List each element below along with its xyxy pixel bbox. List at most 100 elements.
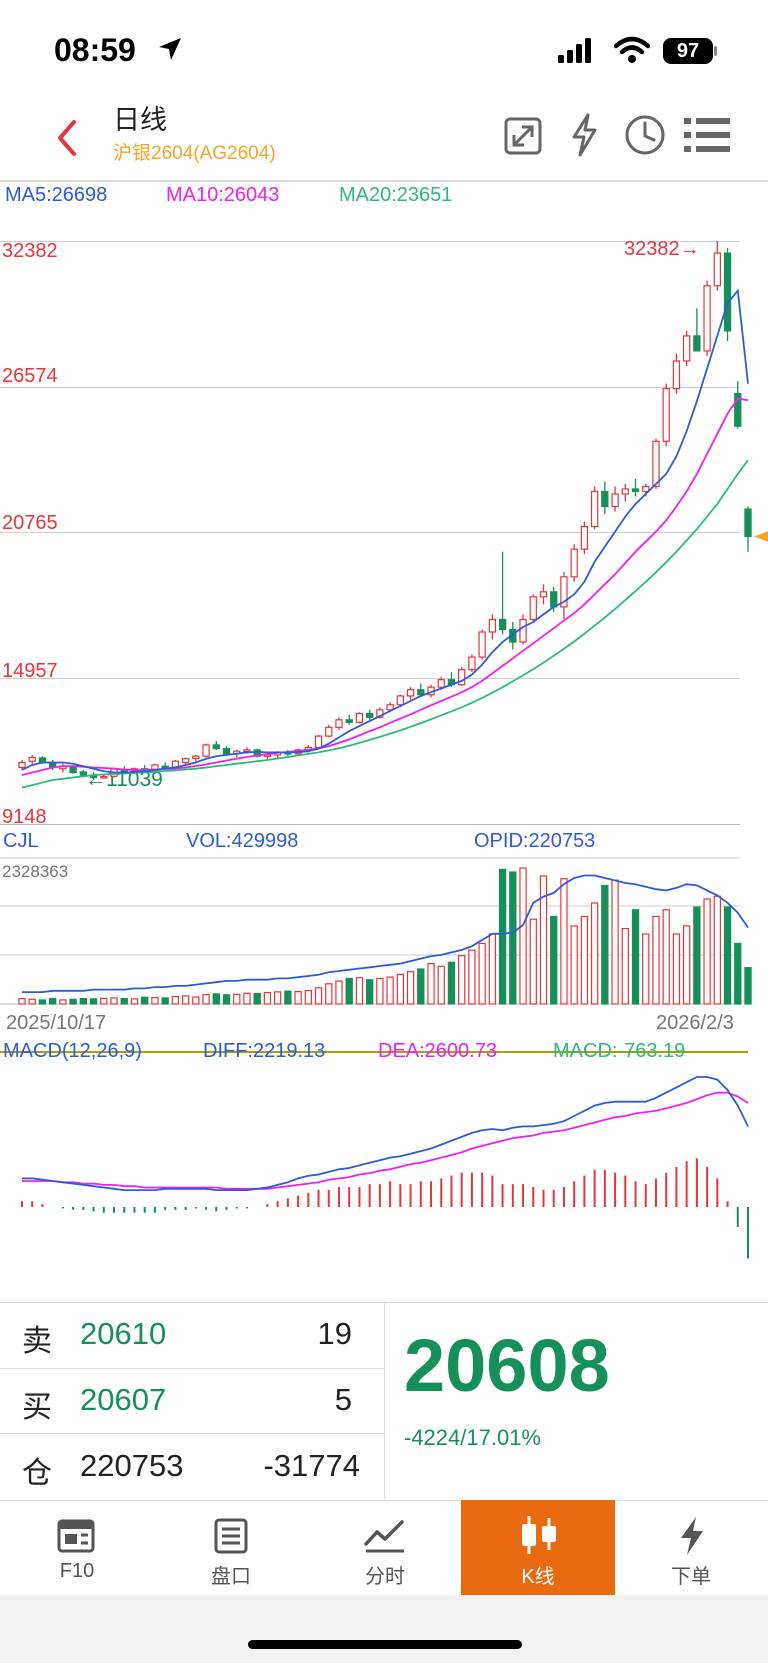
volume-bar — [161, 997, 169, 1005]
price-axis-label: 32382 — [2, 240, 58, 262]
volume-bar — [335, 980, 343, 1005]
volume-bar — [662, 909, 670, 1005]
candle-body — [222, 748, 231, 755]
volume-bar — [345, 977, 353, 1005]
price-axis-label: 26574 — [2, 365, 58, 387]
grid-line — [0, 678, 740, 679]
volume-bar — [488, 933, 497, 1005]
tab-order-book-label: 盘口 — [211, 1566, 251, 1588]
volume-bar — [253, 992, 261, 1005]
tab-intraday[interactable]: 分时 — [308, 1500, 462, 1595]
volume-bar — [59, 999, 67, 1005]
tab-kline[interactable]: K线 — [461, 1500, 615, 1595]
lightning-icon[interactable] — [570, 113, 598, 157]
kline-chart[interactable] — [0, 0, 768, 1300]
list-icon — [214, 1518, 248, 1554]
volume-bar — [365, 979, 374, 1005]
position-change: -31774 — [263, 1448, 360, 1483]
cjl-label: CJL — [3, 830, 39, 852]
home-bar-area — [0, 1595, 768, 1663]
volume-bar — [672, 933, 681, 1005]
volume-bar — [580, 915, 589, 1005]
volume-bar — [601, 884, 609, 1005]
volume-bar — [181, 995, 190, 1005]
home-indicator[interactable] — [248, 1640, 522, 1649]
tab-place-order[interactable]: 下单 — [614, 1500, 768, 1595]
sell-price[interactable]: 20610 — [80, 1316, 167, 1351]
grid-line — [0, 387, 740, 388]
candle-body — [386, 704, 394, 711]
menu-icon[interactable] — [684, 116, 730, 154]
price-change: -4224/17.01% — [404, 1425, 541, 1450]
opid-line — [22, 874, 749, 993]
candle-body — [744, 508, 752, 538]
volume-bar — [447, 961, 456, 1005]
candle-body — [345, 719, 353, 723]
volume-bar — [314, 987, 323, 1005]
candle-body — [325, 726, 333, 737]
volume-bar — [79, 998, 88, 1005]
volume-bar — [744, 967, 752, 1005]
candle-body — [406, 689, 415, 697]
volume-bar — [355, 977, 364, 1005]
candle-body — [662, 387, 670, 442]
candle-body — [181, 758, 190, 764]
volume-bar — [110, 997, 118, 1005]
tab-intraday-label: 分时 — [365, 1566, 405, 1588]
clock-icon[interactable] — [624, 114, 666, 156]
candle-body — [18, 761, 26, 769]
grid-line — [0, 241, 740, 242]
candle-body — [652, 440, 660, 488]
volume-bar — [723, 906, 732, 1005]
volume-bar — [539, 875, 548, 1005]
dea-label: DEA:2600.73 — [378, 1040, 497, 1062]
candle-body — [642, 485, 650, 493]
volume-bar — [693, 906, 701, 1005]
volume-bar — [18, 998, 26, 1005]
grid-line — [0, 532, 740, 533]
back-chevron-icon[interactable] — [54, 118, 80, 158]
macd-label: MACD(12,26,9) — [3, 1040, 142, 1062]
candle-body — [314, 735, 323, 749]
candle-body — [498, 618, 507, 631]
tab-f10[interactable]: F10 — [0, 1500, 154, 1595]
candle-body — [243, 749, 251, 753]
candle-body — [212, 744, 220, 750]
candle-body — [570, 548, 578, 578]
contract-name[interactable]: 沪银2604(AG2604) — [113, 143, 276, 164]
tab-order-book[interactable]: 盘口 — [154, 1500, 308, 1595]
vol-label: VOL:429998 — [186, 830, 299, 852]
volume-bar — [49, 998, 57, 1005]
tab-f10-label: F10 — [59, 1560, 95, 1582]
expand-icon[interactable] — [504, 117, 542, 155]
buy-price[interactable]: 20607 — [80, 1382, 167, 1417]
ma10-label: MA10:26043 — [166, 184, 280, 206]
end-date: 2026/2/3 — [656, 1012, 734, 1034]
signal-icon — [558, 38, 591, 63]
candle-body — [100, 775, 108, 779]
volume-bar — [560, 878, 568, 1005]
ma20-label: MA20:23651 — [339, 184, 453, 206]
volume-bar — [631, 909, 640, 1005]
tab-kline-label: K线 — [521, 1566, 555, 1588]
quote-divider — [0, 1433, 384, 1434]
volume-bar — [509, 871, 517, 1005]
candle-body — [458, 669, 466, 686]
newspaper-icon — [57, 1519, 95, 1553]
volume-bar — [642, 933, 650, 1005]
volume-bar — [243, 992, 251, 1005]
candle-body — [539, 591, 548, 598]
volume-bar — [171, 995, 180, 1005]
wifi-icon — [614, 36, 650, 63]
candle-body — [703, 285, 711, 352]
volume-bar — [233, 993, 241, 1005]
volume-bar — [570, 925, 578, 1005]
volume-bar — [427, 963, 435, 1005]
start-date: 2025/10/17 — [6, 1012, 107, 1034]
buy-volume: 5 — [334, 1382, 352, 1417]
volume-bar — [652, 915, 660, 1005]
last-price: 20608 — [404, 1324, 610, 1407]
line-chart-icon — [364, 1520, 404, 1553]
candle-body — [468, 656, 476, 671]
volume-bar — [273, 991, 282, 1005]
